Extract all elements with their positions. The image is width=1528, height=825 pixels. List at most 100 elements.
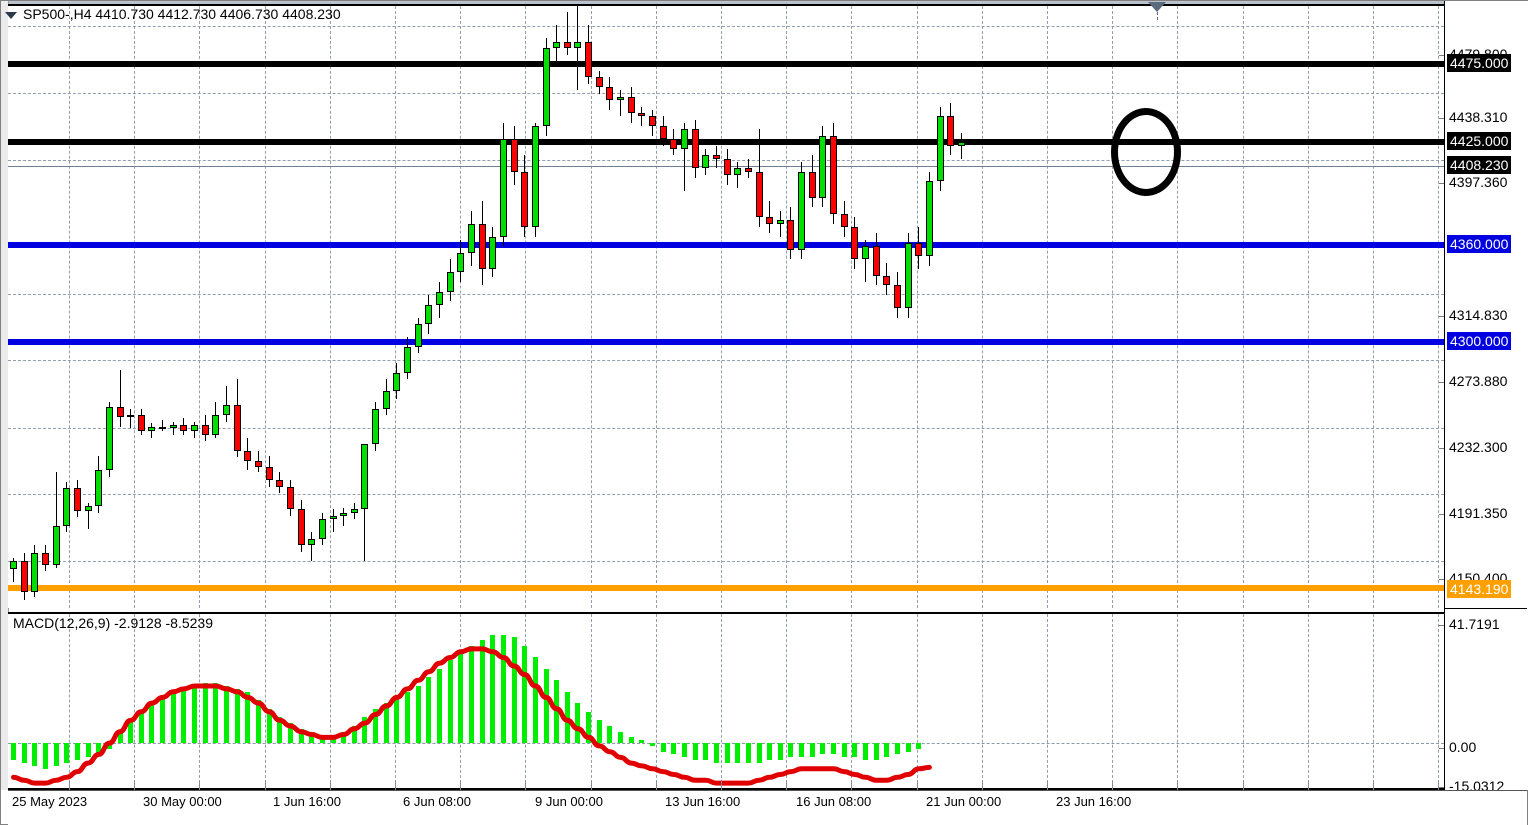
vertical-gridline bbox=[329, 614, 331, 788]
macd-histogram-bar bbox=[756, 743, 762, 764]
candle-body-bearish bbox=[478, 223, 486, 270]
price-axis[interactable]: 4479.8004475.0004438.3104425.0004408.230… bbox=[1439, 1, 1528, 794]
candle-body-bullish bbox=[414, 324, 422, 347]
candle-body-bearish bbox=[159, 426, 167, 429]
macd-histogram-bar bbox=[415, 685, 421, 744]
macd-histogram-bar bbox=[479, 640, 485, 744]
candle-body-bullish bbox=[819, 135, 827, 198]
macd-histogram-bar bbox=[96, 743, 102, 755]
time-axis[interactable]: 25 May 2023 30 May 00:00 1 Jun 16:00 6 Jun … bbox=[8, 781, 1527, 825]
candle-body-bearish bbox=[116, 407, 124, 417]
top-border-bar bbox=[8, 1, 1444, 4]
macd-histogram-bar bbox=[149, 703, 155, 744]
candlestick bbox=[627, 6, 635, 608]
symbol-header[interactable]: SP500-,H4 4410.730 4412.730 4406.730 440… bbox=[5, 6, 341, 22]
macd-histogram-bar bbox=[650, 743, 655, 746]
macd-histogram-bar bbox=[255, 700, 261, 744]
horizontal-gridline bbox=[8, 360, 1444, 362]
candlestick bbox=[574, 6, 582, 608]
macd-histogram-bar bbox=[405, 691, 411, 744]
candle-body-bullish bbox=[95, 470, 103, 507]
candle-body-bullish bbox=[350, 509, 358, 513]
candle-wick bbox=[364, 496, 366, 562]
price-axis-label-highlighted: 4143.190 bbox=[1447, 580, 1512, 598]
study-line-resistance-4425[interactable] bbox=[8, 139, 1444, 145]
study-line-resistance-4475[interactable] bbox=[8, 61, 1444, 67]
candlestick bbox=[723, 6, 731, 608]
candle-body-bullish bbox=[191, 424, 199, 432]
time-axis-tick bbox=[460, 781, 462, 790]
candlestick bbox=[649, 6, 656, 608]
candle-body-bullish bbox=[957, 142, 965, 146]
triangle-down-icon[interactable] bbox=[5, 11, 17, 19]
vertical-gridline bbox=[199, 614, 201, 788]
time-axis-label: 30 May 00:00 bbox=[143, 794, 222, 809]
candlestick bbox=[308, 6, 316, 608]
candlestick bbox=[542, 6, 550, 608]
time-axis-tick bbox=[786, 781, 788, 790]
candlestick bbox=[787, 6, 795, 608]
candle-wick bbox=[737, 161, 739, 188]
candle-body-bearish bbox=[510, 139, 518, 172]
horizontal-gridline bbox=[8, 560, 1444, 562]
study-line-support-4300[interactable] bbox=[8, 339, 1444, 345]
price-chart-panel[interactable] bbox=[8, 4, 1444, 608]
price-axis-label: 4438.310 bbox=[1449, 109, 1508, 125]
macd-histogram-bar bbox=[618, 731, 624, 744]
macd-histogram-bar bbox=[681, 743, 687, 758]
candle-body-bearish bbox=[915, 243, 923, 257]
vertical-gridline bbox=[1307, 614, 1309, 788]
vertical-gridline bbox=[329, 6, 331, 608]
candle-wick bbox=[172, 421, 174, 435]
candle-body-bullish bbox=[372, 408, 380, 445]
candle-body-bearish bbox=[137, 415, 145, 432]
macd-histogram-bar bbox=[511, 637, 517, 744]
time-axis-label: 9 Jun 00:00 bbox=[535, 794, 603, 809]
candlestick bbox=[244, 6, 252, 608]
candlestick bbox=[531, 6, 539, 608]
highlight-circle-annotation[interactable] bbox=[1111, 108, 1181, 196]
candle-body-bullish bbox=[318, 519, 326, 539]
macd-histogram-bar bbox=[522, 646, 528, 744]
time-axis-tick bbox=[590, 781, 592, 790]
study-line-support-4360[interactable] bbox=[8, 242, 1444, 248]
candle-body-bullish bbox=[467, 223, 475, 253]
candle-body-bullish bbox=[531, 126, 539, 227]
candlestick bbox=[350, 6, 358, 608]
macd-histogram-bar bbox=[905, 743, 911, 752]
candle-body-bullish bbox=[776, 220, 784, 224]
time-axis-tick bbox=[851, 781, 853, 790]
macd-histogram-bar bbox=[245, 691, 251, 744]
candlestick bbox=[595, 6, 603, 608]
price-axis-label-highlighted: 4425.000 bbox=[1447, 132, 1512, 150]
candle-body-bullish bbox=[340, 512, 348, 516]
macd-histogram-bar bbox=[426, 677, 432, 744]
candle-body-bullish bbox=[680, 129, 688, 149]
vertical-gridline bbox=[1373, 614, 1374, 788]
candle-body-bullish bbox=[169, 424, 177, 429]
candle-body-bullish bbox=[382, 390, 390, 409]
candlestick bbox=[712, 6, 720, 608]
candle-body-bearish bbox=[851, 226, 859, 260]
time-axis-tick bbox=[916, 781, 918, 790]
macd-histogram-bar bbox=[863, 743, 868, 761]
macd-histogram-bar bbox=[724, 743, 730, 764]
macd-indicator-panel[interactable] bbox=[8, 612, 1444, 790]
vertical-gridline bbox=[851, 614, 853, 788]
candle-body-bearish bbox=[41, 553, 49, 565]
macd-histogram-bar bbox=[660, 743, 666, 752]
macd-histogram-bar bbox=[277, 717, 283, 744]
candlestick bbox=[702, 6, 710, 608]
candle-body-bearish bbox=[585, 41, 593, 78]
candle-body-bullish bbox=[52, 525, 60, 565]
candle-wick bbox=[577, 6, 579, 91]
candle-body-bullish bbox=[127, 415, 135, 418]
time-axis-tick bbox=[199, 781, 201, 790]
candle-wick bbox=[13, 558, 14, 583]
candle-body-bearish bbox=[265, 467, 273, 481]
candle-body-bearish bbox=[744, 168, 752, 172]
candle-body-bearish bbox=[180, 424, 188, 432]
marker-stem bbox=[1157, 12, 1158, 20]
candlestick bbox=[499, 6, 507, 608]
study-line-swing-low-4143[interactable] bbox=[8, 585, 1444, 591]
